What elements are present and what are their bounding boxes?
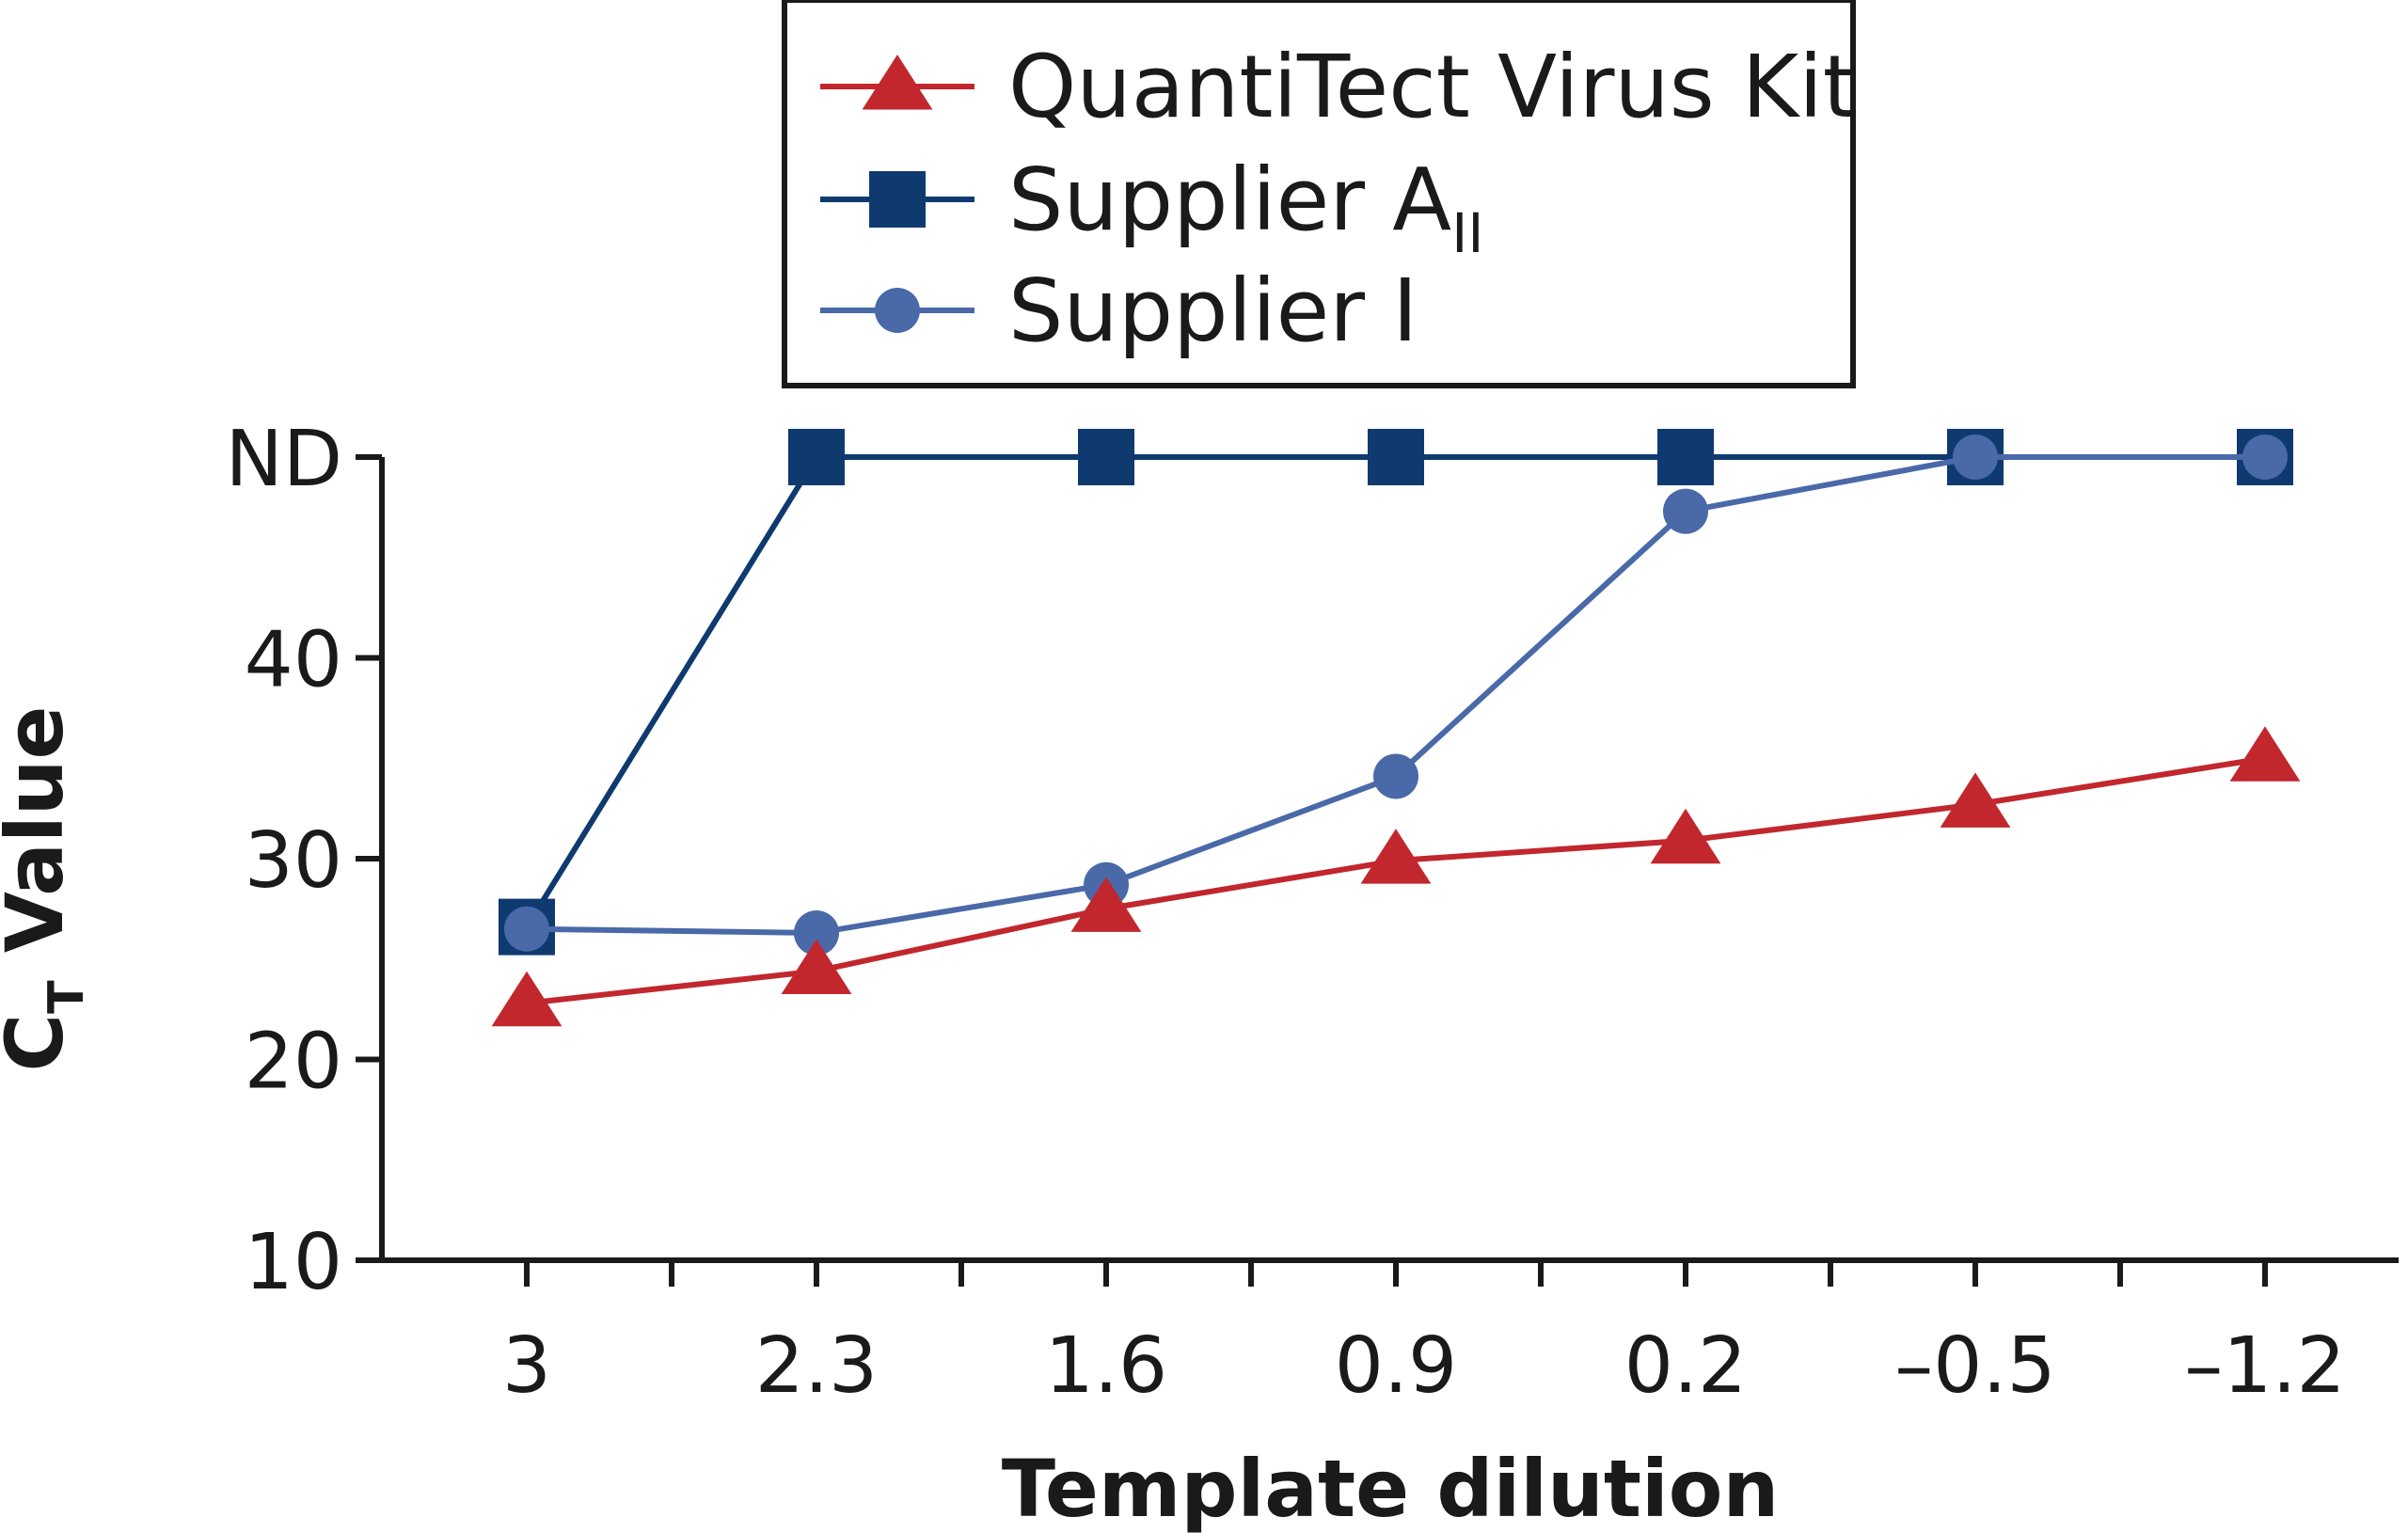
data-point-square bbox=[1657, 429, 1714, 485]
series-triangle bbox=[491, 726, 2301, 1027]
series-layer bbox=[491, 429, 2301, 1027]
data-point-circle bbox=[1953, 435, 1998, 480]
legend-marker-square bbox=[869, 171, 926, 228]
legend-marker-circle bbox=[875, 288, 920, 333]
x-tick-label: –1.2 bbox=[2184, 1321, 2345, 1411]
axes: 10 20 30 40 ND 3 2.3 1.6 0.9 0.2 –0.5 –1.2 bbox=[226, 415, 2399, 1411]
x-tick-label: 0.2 bbox=[1624, 1321, 1747, 1411]
data-point-triangle bbox=[2229, 726, 2301, 782]
data-point-circle bbox=[1663, 488, 1708, 534]
legend-box bbox=[782, 0, 1856, 388]
data-point-triangle bbox=[1650, 808, 1721, 864]
legend-label: Supplier AII bbox=[1008, 150, 1483, 265]
svg-text:CT Value: CT Value bbox=[0, 705, 95, 1071]
data-point-square bbox=[1078, 429, 1134, 485]
x-tick-label: 1.6 bbox=[1045, 1321, 1167, 1411]
data-point-circle bbox=[1373, 753, 1418, 799]
legend-item: QuantiTect Virus Kit bbox=[820, 37, 1857, 137]
legend-label: Supplier I bbox=[1008, 261, 1418, 361]
data-point-triangle bbox=[1360, 829, 1432, 884]
data-point-triangle bbox=[781, 939, 852, 995]
x-tick-label: 0.9 bbox=[1335, 1321, 1457, 1411]
y-axis-title-rest: Value bbox=[0, 705, 81, 980]
x-tick-label: 3 bbox=[502, 1321, 551, 1411]
y-tick-label: ND bbox=[226, 415, 342, 504]
data-point-triangle bbox=[491, 971, 562, 1027]
legend-label: QuantiTect Virus Kit bbox=[1008, 37, 1857, 137]
data-point-triangle bbox=[1070, 877, 1142, 932]
legend-label-name: Supplier I bbox=[1008, 261, 1418, 361]
data-point-square bbox=[788, 429, 845, 485]
legend-label-name: QuantiTect Virus Kit bbox=[1008, 37, 1857, 137]
y-tick-label: 40 bbox=[245, 616, 342, 705]
y-axis-title: CT Value bbox=[0, 705, 95, 1071]
legend-label-subscript: II bbox=[1451, 201, 1483, 265]
data-point-circle bbox=[794, 909, 839, 956]
y-tick-label: 20 bbox=[245, 1018, 342, 1107]
data-point-triangle bbox=[1940, 772, 2011, 828]
x-tick-label: –0.5 bbox=[1894, 1321, 2055, 1411]
y-axis-title-main: C bbox=[0, 1014, 81, 1072]
y-tick-label: 30 bbox=[245, 816, 342, 906]
legend-marker-triangle bbox=[862, 55, 933, 110]
x-tick-label: 2.3 bbox=[755, 1321, 878, 1411]
legend-label-name: Supplier A bbox=[1008, 150, 1451, 250]
legend-item: Supplier AII bbox=[820, 150, 1483, 265]
y-axis-title-subscript: T bbox=[39, 980, 95, 1014]
y-tick-label: 10 bbox=[245, 1218, 342, 1307]
data-point-circle bbox=[504, 906, 549, 952]
data-point-circle bbox=[2242, 435, 2288, 480]
legend-item: Supplier I bbox=[820, 261, 1418, 361]
data-point-square bbox=[1368, 429, 1424, 485]
x-axis-title: Template dilution bbox=[1002, 1443, 1780, 1533]
